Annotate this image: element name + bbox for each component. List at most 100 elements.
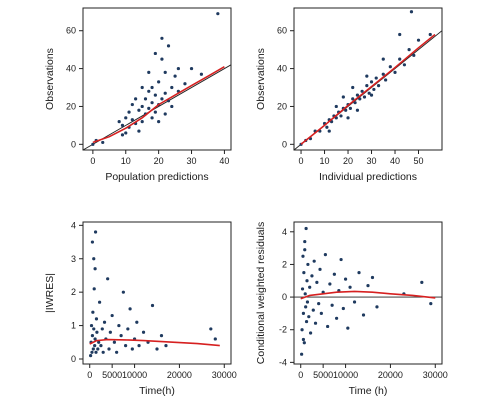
plot-area (294, 10, 442, 150)
data-point (416, 38, 421, 42)
data-point (135, 320, 139, 324)
x-axis-label: Individual predictions (319, 171, 417, 183)
data-point (102, 320, 107, 324)
data-point (343, 277, 348, 281)
x-tick-label: 0 (87, 370, 92, 380)
data-point (92, 327, 96, 331)
data-point (93, 267, 97, 271)
data-point (91, 142, 95, 146)
data-point (141, 330, 146, 334)
data-point (323, 253, 327, 257)
data-point (137, 129, 141, 133)
data-point (97, 300, 102, 304)
data-point (339, 257, 343, 262)
x-axis-label: Time(h) (139, 385, 175, 397)
data-point (157, 120, 161, 124)
data-point (147, 89, 151, 93)
data-point (99, 344, 103, 348)
data-point (115, 350, 119, 354)
x-tick-label: 30000 (423, 370, 448, 380)
data-point (372, 87, 376, 92)
smooth-curve (300, 33, 436, 145)
data-point (303, 239, 307, 244)
data-point (91, 310, 95, 314)
data-point (107, 347, 111, 351)
data-point (90, 350, 94, 354)
data-point (301, 337, 306, 342)
data-point (150, 303, 155, 308)
data-point (150, 116, 154, 120)
data-point (140, 85, 144, 90)
data-point (355, 93, 360, 97)
data-point (304, 319, 309, 324)
data-point (97, 340, 101, 344)
data-point (311, 308, 315, 312)
data-point (199, 72, 203, 76)
data-point (160, 97, 164, 101)
plot-area (89, 230, 220, 358)
data-point (300, 352, 304, 356)
data-point (306, 262, 310, 267)
data-point (375, 305, 379, 309)
y-tick-label: 0 (282, 139, 287, 149)
data-point (106, 277, 110, 281)
data-point (92, 257, 96, 261)
x-tick-label: 5000 (313, 370, 333, 380)
data-point (127, 110, 131, 114)
panel-cwres-vs-time: 0 5000 10000 20000 30000 -4 -2 0 2 4 Time (h) Condi… (255, 221, 448, 397)
data-point (381, 72, 385, 76)
data-point (348, 106, 352, 110)
data-point (124, 344, 128, 348)
data-point (313, 321, 318, 325)
data-point (160, 57, 164, 61)
data-point (327, 129, 331, 133)
data-point (428, 32, 432, 37)
data-point (137, 344, 141, 348)
data-point (130, 347, 134, 351)
data-point (302, 341, 306, 345)
data-point (140, 120, 144, 124)
data-point (93, 344, 97, 348)
x-tick-label: 10000 (122, 370, 147, 380)
plot-frame (293, 7, 443, 151)
data-point (330, 303, 334, 307)
data-point (147, 70, 151, 74)
data-point (365, 74, 369, 78)
data-point (110, 313, 114, 318)
data-point (339, 114, 343, 118)
data-point (332, 272, 336, 276)
data-point (365, 84, 369, 88)
x-tick-label: 40 (219, 156, 229, 166)
y-tick-label: 20 (66, 101, 76, 111)
x-tick-label: 0 (90, 156, 95, 166)
data-point (93, 337, 97, 341)
data-point (89, 354, 93, 358)
y-tick-label: -2 (279, 325, 287, 335)
data-point (89, 323, 94, 328)
y-tick-label: 40 (277, 64, 287, 74)
y-tick-label: 60 (277, 26, 287, 36)
data-point (101, 140, 105, 145)
data-point (328, 282, 332, 286)
x-axis-label: Time (h) (349, 385, 388, 397)
y-tick-label: 4 (282, 227, 287, 237)
data-point (325, 125, 329, 129)
data-point (213, 337, 217, 341)
data-point (137, 108, 141, 112)
data-point (358, 97, 362, 101)
data-point (360, 89, 364, 93)
x-tick-label: 20000 (378, 370, 403, 380)
data-point (402, 63, 407, 67)
data-point (317, 302, 321, 306)
data-point (163, 91, 167, 95)
data-point (398, 32, 402, 37)
data-point (117, 323, 121, 328)
data-point (164, 344, 168, 348)
data-point (319, 311, 323, 316)
data-point (94, 317, 99, 321)
y-tick-label: 2 (71, 287, 76, 297)
data-point (344, 108, 348, 112)
y-axis-label: Conditional weighted residuals (255, 222, 267, 364)
data-point (120, 133, 125, 137)
data-point (157, 80, 161, 84)
